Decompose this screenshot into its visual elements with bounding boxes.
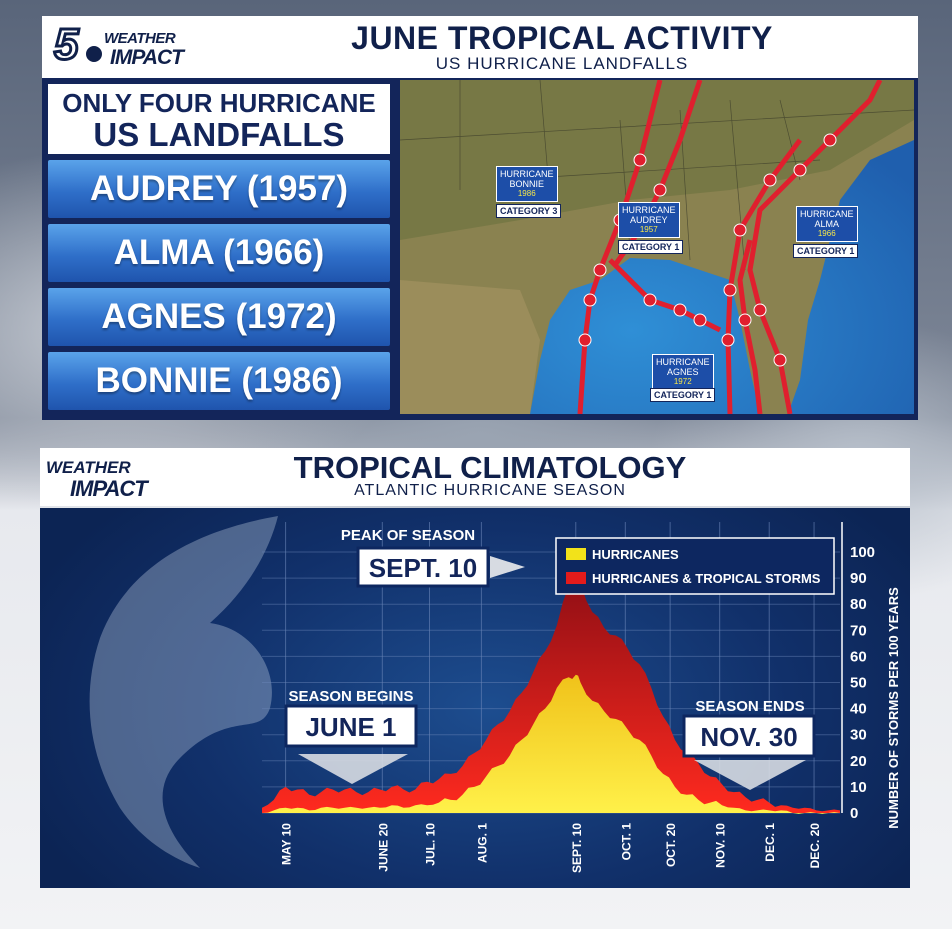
y-tick-label-3: 30 — [850, 727, 867, 744]
map-category-agnes: CATEGORY 1 — [650, 388, 716, 402]
y-tick-label-7: 70 — [850, 622, 867, 639]
y-tick-label-1: 10 — [850, 779, 867, 796]
map-label-bonnie-year: 1986 — [517, 189, 536, 198]
map-label-agnes-year: 1972 — [673, 377, 692, 386]
map-label-agnes-storm: AGNES — [667, 367, 699, 377]
map-label-bonnie: HURRICANE BONNIE 1986 — [496, 166, 558, 202]
legend-swatch-hurricanes-tropical-storms — [566, 572, 586, 584]
area-series-hurricanes-tropical-storms — [262, 565, 840, 813]
y-tick-label-0: 0 — [850, 805, 858, 822]
chart-section-subtitle: ATLANTIC HURRICANE SEASON — [354, 482, 626, 499]
annotation-peak-value: SEPT. 10 — [369, 553, 477, 583]
logo2-weather-text: WEATHER — [46, 458, 131, 477]
y-axis: 0 10 20 30 40 50 60 70 80 90 100 — [850, 544, 875, 822]
annotation-ends-label: SEASON ENDS — [695, 698, 804, 715]
landfalls-content: ONLY FOUR HURRICANE US LANDFALLS AUDREY … — [42, 78, 918, 420]
x-tick-label-8: DEC. 1 — [763, 823, 777, 862]
weather-impact-logo: 5 WEATHER IMPACT — [50, 19, 220, 72]
annotation-peak-label: PEAK OF SEASON — [341, 527, 475, 544]
chart-svg: MAY 10 JUNE 20 JUL. 10 AUG. 1 SEPT. 10 OCT. 1… — [89, 516, 901, 873]
y-tick-label-8: 80 — [850, 596, 867, 613]
chart-section-title: TROPICAL CLIMATOLOGY — [293, 450, 687, 485]
legend-entry-hurricanes: HURRICANES — [592, 547, 679, 562]
map-label-bonnie-storm: BONNIE — [509, 179, 545, 189]
map-category-alma: CATEGORY 1 — [793, 244, 859, 258]
logo2-impact-text: IMPACT — [70, 476, 148, 501]
climatology-panel: WEATHER IMPACT TROPICAL CLIMATOLOGY ATLA… — [40, 448, 910, 888]
legend-entry-hurricanes-tropical-storms: HURRICANES & TROPICAL STORMS — [592, 571, 821, 586]
map-label-audrey-year: 1957 — [639, 225, 658, 234]
climatology-chart: MAY 10 JUNE 20 JUL. 10 AUG. 1 SEPT. 10 OCT. 1… — [40, 508, 910, 888]
y-tick-label-10: 100 — [850, 544, 875, 561]
map-label-alma-name: HURRICANE — [800, 209, 854, 219]
bottom-title-bar: WEATHER IMPACT TROPICAL CLIMATOLOGY ATLA… — [40, 448, 910, 506]
logo-weather-text: WEATHER — [104, 30, 176, 47]
map-label-agnes: HURRICANE AGNES 1972 — [652, 354, 714, 390]
x-tick-label-2: JUL. 10 — [424, 823, 438, 866]
annotation-begins-label: SEASON BEGINS — [288, 688, 413, 705]
x-axis: MAY 10 JUNE 20 JUL. 10 AUG. 1 SEPT. 10 OCT. 1… — [280, 823, 822, 873]
annotation-begins-value: JUNE 1 — [305, 712, 396, 742]
x-tick-label-7: NOV. 10 — [714, 823, 728, 868]
list-heading-line-2: US LANDFALLS — [93, 116, 345, 153]
x-tick-label-1: JUNE 20 — [376, 823, 390, 872]
chart-legend: HURRICANES HURRICANES & TROPICAL STORMS — [555, 537, 835, 595]
x-tick-label-5: OCT. 1 — [619, 823, 633, 861]
list-heading-line-1: ONLY FOUR HURRICANE — [62, 88, 376, 118]
storm-item-bonnie[interactable]: BONNIE (1986) — [48, 352, 390, 410]
map-label-alma-storm: ALMA — [814, 219, 840, 229]
y-tick-label-9: 90 — [850, 570, 867, 587]
y-tick-label-5: 50 — [850, 675, 867, 692]
x-tick-label-3: AUG. 1 — [475, 823, 489, 863]
x-tick-label-9: DEC. 20 — [808, 823, 822, 869]
chart-areas — [262, 565, 840, 814]
map-label-bonnie-name: HURRICANE — [500, 169, 554, 179]
storm-item-alma[interactable]: ALMA (1966) — [48, 224, 390, 282]
x-tick-label-0: MAY 10 — [280, 823, 294, 865]
y-tick-label-2: 20 — [850, 753, 867, 770]
channel-5-logo: 5 — [52, 19, 80, 71]
storm-item-agnes[interactable]: AGNES (1972) — [48, 288, 390, 346]
annotation-ends-value: NOV. 30 — [700, 722, 797, 752]
y-tick-label-6: 60 — [850, 648, 867, 665]
map-label-alma-year: 1966 — [817, 229, 836, 238]
logo-impact-text: IMPACT — [110, 46, 184, 69]
map-label-agnes-name: HURRICANE — [656, 357, 710, 367]
y-tick-label-4: 40 — [850, 701, 867, 718]
storm-item-audrey[interactable]: AUDREY (1957) — [48, 160, 390, 218]
map-category-bonnie: CATEGORY 3 — [496, 204, 562, 218]
x-tick-label-6: OCT. 20 — [664, 823, 678, 867]
weather-impact-logo-2: WEATHER IMPACT — [44, 454, 184, 501]
hurricane-track-map: HURRICANE BONNIE 1986 CATEGORY 3 HURRICA… — [400, 80, 914, 414]
map-label-audrey-storm: AUDREY — [630, 215, 668, 225]
map-category-audrey: CATEGORY 1 — [618, 240, 684, 254]
area-series-hurricanes — [262, 674, 840, 814]
x-tick-label-4: SEPT. 10 — [570, 823, 584, 873]
landfalls-panel: 5 WEATHER IMPACT JUNE TROPICAL ACTIVITY … — [42, 10, 918, 420]
page-subtitle: US HURRICANE LANDFALLS — [435, 54, 689, 73]
legend-swatch-hurricanes — [566, 548, 586, 560]
annotation-season-ends: SEASON ENDS NOV. 30 — [682, 698, 816, 790]
map-label-audrey: HURRICANE AUDREY 1957 — [618, 202, 680, 238]
track-markers — [578, 133, 837, 367]
map-label-audrey-name: HURRICANE — [622, 205, 676, 215]
map-label-alma: HURRICANE ALMA 1966 — [796, 206, 858, 242]
mexico-terrain — [400, 280, 540, 414]
network-eye-icon — [84, 44, 104, 64]
hurricane-symbol-icon — [89, 516, 278, 868]
annotation-season-begins: SEASON BEGINS JUNE 1 — [284, 688, 418, 784]
page-title: JUNE TROPICAL ACTIVITY — [351, 20, 773, 56]
top-title-bar: 5 WEATHER IMPACT JUNE TROPICAL ACTIVITY … — [42, 16, 918, 78]
state-borders — [400, 80, 914, 271]
annotation-peak: PEAK OF SEASON SEPT. 10 — [341, 527, 525, 588]
y-axis-label: NUMBER OF STORMS PER 100 YEARS — [886, 587, 901, 829]
list-heading: ONLY FOUR HURRICANE US LANDFALLS — [48, 84, 390, 154]
